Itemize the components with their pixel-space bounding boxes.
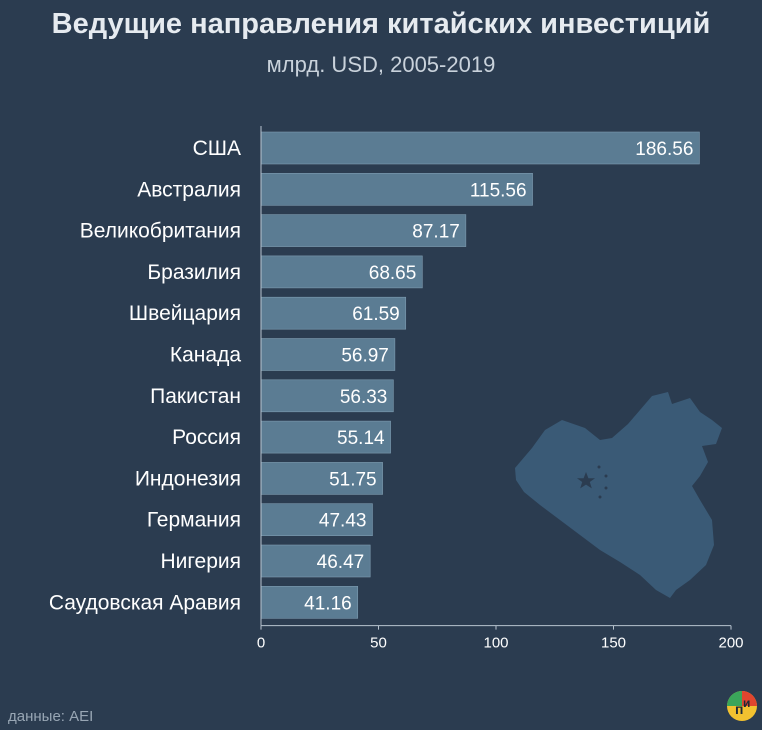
bar-value-label: 61.59 (352, 304, 400, 325)
bar-value-label: 115.56 (470, 180, 527, 201)
x-tick-label: 200 (718, 635, 743, 652)
category-label: Швейцария (129, 302, 241, 325)
logo-letter-left: п (735, 701, 743, 717)
category-label: Великобритания (80, 220, 241, 243)
bar-value-label: 56.97 (341, 346, 389, 367)
bar-value-label: 41.16 (304, 593, 352, 614)
chart-subtitle: млрд. USD, 2005-2019 (266, 52, 496, 77)
x-tick-label: 100 (483, 635, 508, 652)
bar-value-label: 87.17 (412, 222, 460, 243)
small-star-icon (604, 474, 608, 478)
bar (260, 585, 359, 619)
bar (260, 173, 533, 206)
category-label: Бразилия (147, 261, 241, 284)
bar (260, 544, 371, 578)
x-tick-label: 50 (370, 635, 387, 652)
data-source: данные: AEI (8, 708, 94, 725)
bar-value-label: 55.14 (337, 428, 385, 449)
bar-value-label: 51.75 (329, 469, 377, 490)
category-label: Индонезия (135, 467, 241, 490)
bar (260, 338, 396, 371)
small-star-icon (597, 465, 601, 469)
category-label: Саудовская Аравия (49, 591, 241, 614)
category-label: США (193, 137, 241, 160)
small-star-icon (598, 495, 602, 499)
bar (260, 462, 383, 495)
pi-logo-icon: п и (727, 691, 757, 721)
small-star-icon (604, 486, 608, 490)
map-stars (577, 465, 608, 499)
bar (260, 379, 394, 413)
bar-value-label: 186.56 (635, 139, 693, 160)
bar (260, 296, 407, 330)
bar-value-label: 68.65 (369, 263, 417, 284)
category-label: Нигерия (160, 550, 241, 573)
chart-title: Ведущие направления китайских инвестиций (51, 8, 711, 40)
china-map-icon (515, 392, 722, 598)
category-label: Россия (172, 426, 241, 449)
bar (260, 255, 423, 289)
category-label: Пакистан (150, 385, 241, 408)
x-tick-label: 150 (601, 635, 626, 652)
big-star-icon (577, 472, 595, 489)
x-tick-label: 0 (257, 635, 265, 652)
category-label: Австралия (137, 178, 241, 201)
bar (260, 131, 700, 165)
bar-value-label: 47.43 (319, 511, 367, 532)
category-label: Канада (170, 344, 241, 367)
logo-letter-right: и (743, 696, 750, 710)
bar (260, 420, 391, 454)
category-label: Германия (147, 509, 241, 532)
bar-value-label: 56.33 (340, 387, 388, 408)
bar-value-label: 46.47 (317, 552, 365, 573)
bar (260, 503, 373, 537)
